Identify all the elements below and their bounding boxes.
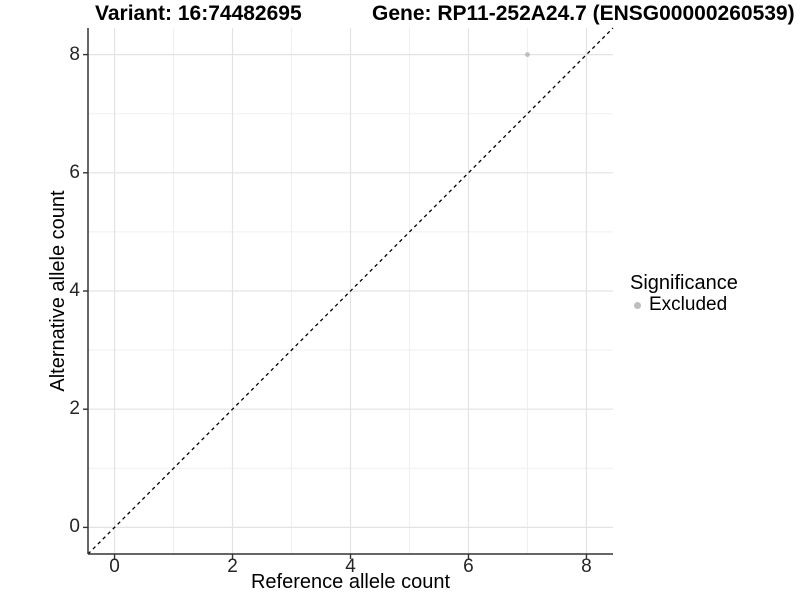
plot-panel [83,27,614,559]
identity-line [87,27,614,555]
x-tick-label: 0 [109,556,120,577]
legend-item-excluded: Excluded [630,294,738,316]
legend-item-label: Excluded [649,294,728,315]
x-tick-label: 4 [345,556,356,577]
legend-title: Significance [630,272,738,294]
y-tick-label: 2 [69,398,80,420]
x-axis-title: Reference allele count [250,571,450,593]
legend-point-marker-icon [634,301,641,309]
y-tick-label: 6 [69,161,80,183]
x-tick-label: 8 [581,556,592,577]
y-tick-label: 8 [69,43,80,65]
data-point [525,52,530,57]
x-tick-label: 2 [227,556,238,577]
plot-canvas [83,27,614,559]
legend: Significance Excluded [630,272,738,316]
x-tick-label: 6 [463,556,474,577]
plot-title-gene: Gene: RP11-252A24.7 (ENSG00000260539) [372,2,795,25]
plot-title-variant: Variant: 16:74482695 [95,2,302,25]
y-tick-label: 0 [69,516,80,538]
y-tick-label: 4 [69,280,80,301]
